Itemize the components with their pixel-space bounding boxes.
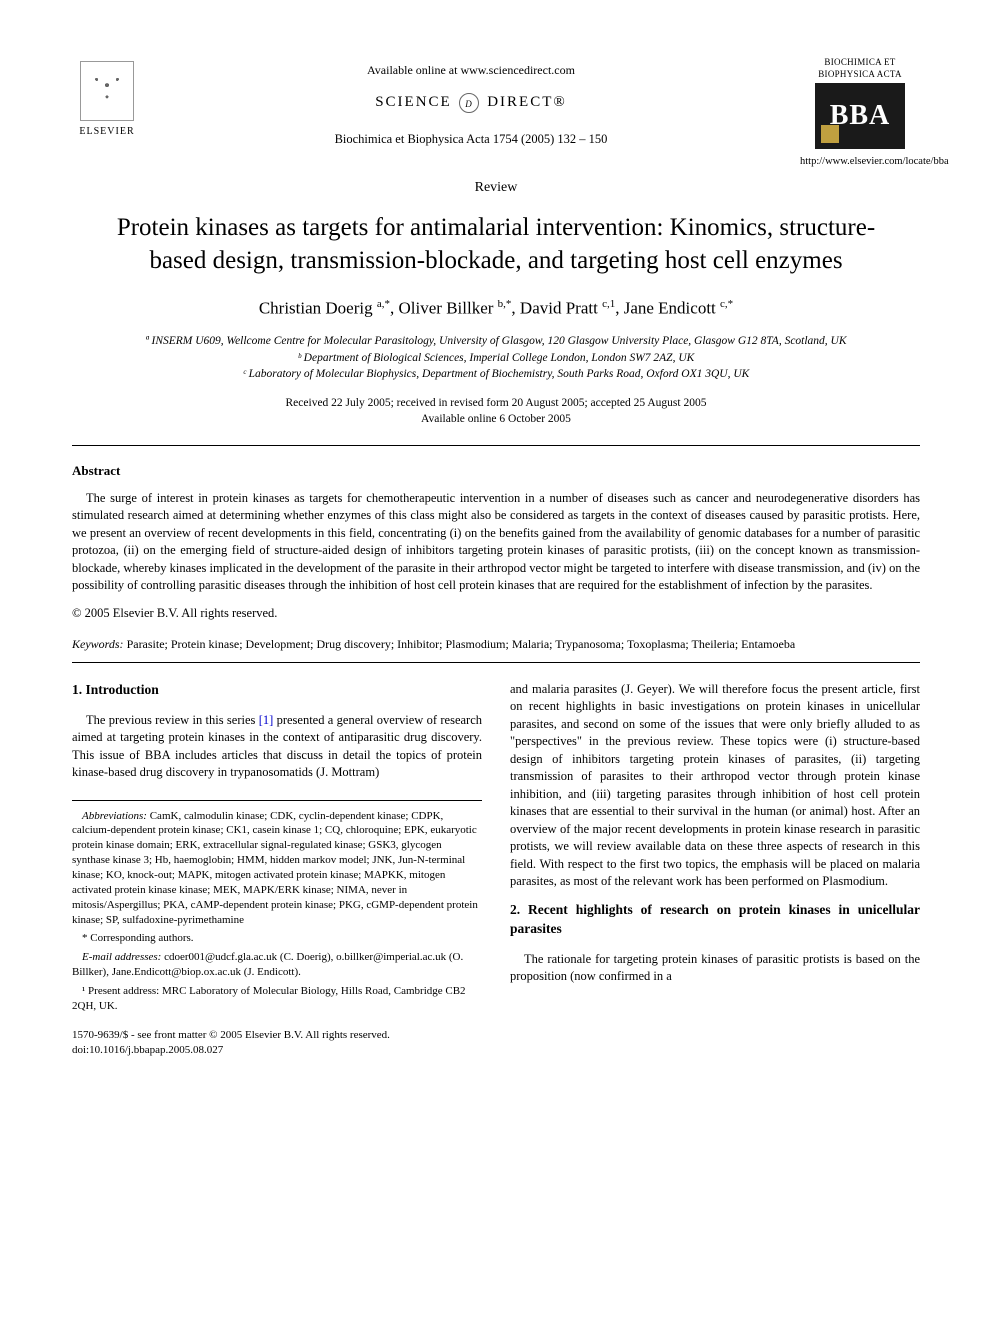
article-type: Review <box>72 179 920 198</box>
available-online-text: Available online at www.sciencedirect.co… <box>142 62 800 78</box>
bba-box-icon: BBA <box>815 83 905 149</box>
abstract-copyright: © 2005 Elsevier B.V. All rights reserved… <box>72 605 920 622</box>
column-right: and malaria parasites (J. Geyer). We wil… <box>510 681 920 1059</box>
dates-online: Available online 6 October 2005 <box>72 411 920 427</box>
article-title: Protein kinases as targets for antimalar… <box>92 212 900 277</box>
sd-right: DIRECT® <box>487 94 567 110</box>
section-2-heading: 2. Recent highlights of research on prot… <box>510 901 920 939</box>
affiliation-b: ᵇ Department of Biological Sciences, Imp… <box>72 350 920 367</box>
elsevier-logo: ELSEVIER <box>72 56 142 138</box>
intro-para-1: The previous review in this series [1] p… <box>72 712 482 782</box>
citation-1[interactable]: [1] <box>259 713 274 727</box>
bba-url: http://www.elsevier.com/locate/bba <box>800 155 920 169</box>
abbr-text: CamK, calmodulin kinase; CDK, cyclin-dep… <box>72 810 478 926</box>
keywords-label: Keywords: <box>72 637 124 651</box>
footnotes: Abbreviations: CamK, calmodulin kinase; … <box>72 800 482 1014</box>
affiliation-c: ᶜ Laboratory of Molecular Biophysics, De… <box>72 366 920 383</box>
section-2-para-1: The rationale for targeting protein kina… <box>510 951 920 986</box>
bba-top-text: BIOCHIMICA ET BIOPHYSICA ACTA <box>800 56 920 80</box>
abstract-text: The surge of interest in protein kinases… <box>72 490 920 595</box>
sd-at-icon: d <box>459 93 479 113</box>
bba-initials: BBA <box>830 97 891 135</box>
email-label: E-mail addresses: <box>82 951 161 963</box>
affiliations: ª INSERM U609, Wellcome Centre for Molec… <box>72 333 920 383</box>
column-left: 1. Introduction The previous review in t… <box>72 681 482 1059</box>
article-dates: Received 22 July 2005; received in revis… <box>72 395 920 427</box>
sd-left: SCIENCE <box>375 94 452 110</box>
elsevier-tree-icon <box>80 61 134 121</box>
footnote-present-address: ¹ Present address: MRC Laboratory of Mol… <box>72 984 482 1014</box>
bba-logo: BIOCHIMICA ET BIOPHYSICA ACTA BBA http:/… <box>800 56 920 169</box>
doi-line: doi:10.1016/j.bbapap.2005.08.027 <box>72 1043 482 1058</box>
divider-bottom <box>72 662 920 663</box>
header-center: Available online at www.sciencedirect.co… <box>142 56 800 148</box>
corresponding-authors: * Corresponding authors. <box>72 931 482 946</box>
divider-top <box>72 445 920 446</box>
bottom-meta: 1570-9639/$ - see front matter © 2005 El… <box>72 1028 482 1059</box>
body-columns: 1. Introduction The previous review in t… <box>72 681 920 1059</box>
abstract-label: Abstract <box>72 462 920 480</box>
abbreviations: Abbreviations: CamK, calmodulin kinase; … <box>72 809 482 928</box>
keywords-text: Parasite; Protein kinase; Development; D… <box>124 637 796 651</box>
sciencedirect-logo: SCIENCE d DIRECT® <box>142 92 800 113</box>
dates-received: Received 22 July 2005; received in revis… <box>72 395 920 411</box>
abbr-label: Abbreviations: <box>82 810 147 822</box>
keywords: Keywords: Parasite; Protein kinase; Deve… <box>72 636 920 652</box>
section-1-heading: 1. Introduction <box>72 681 482 700</box>
journal-reference: Biochimica et Biophysica Acta 1754 (2005… <box>142 131 800 148</box>
email-addresses: E-mail addresses: cdoer001@udcf.gla.ac.u… <box>72 950 482 980</box>
authors: Christian Doerig a,*, Oliver Billker b,*… <box>72 297 920 321</box>
affiliation-a: ª INSERM U609, Wellcome Centre for Molec… <box>72 333 920 350</box>
intro-pre: The previous review in this series <box>86 713 259 727</box>
elsevier-label: ELSEVIER <box>79 125 134 139</box>
intro-para-1-cont: and malaria parasites (J. Geyer). We wil… <box>510 681 920 891</box>
issn-line: 1570-9639/$ - see front matter © 2005 El… <box>72 1028 482 1043</box>
header: ELSEVIER Available online at www.science… <box>72 56 920 169</box>
abstract-body: The surge of interest in protein kinases… <box>72 490 920 595</box>
